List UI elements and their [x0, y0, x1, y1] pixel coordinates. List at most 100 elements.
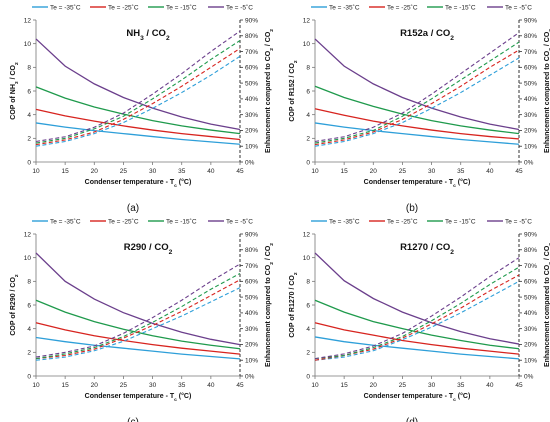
y2-axis-label: Enhancement compared to CO2 / CO2 [265, 243, 275, 367]
legend-label: Te = -25˚C [387, 218, 418, 226]
chart-title-part: 3 [140, 35, 144, 42]
chart-panel: 10 15 20 25 30 35 40 45 0 2 4 6 8 10 12 0% 10% 20% 30% 40% 5… [10, 218, 275, 422]
y-tick-label: 12 [303, 17, 311, 24]
x-tick-label: 35 [457, 382, 465, 389]
y2-tick-label: 50% [245, 294, 258, 301]
cop-series-line [314, 108, 520, 140]
x-axis-label: Condenser temperature - Tc (°C) [85, 178, 192, 189]
cop-series-line [35, 252, 241, 346]
y2-tick-label: 70% [245, 263, 258, 270]
y2-tick-label: 0% [245, 373, 255, 380]
y-axis-label-part: 2 [293, 272, 299, 275]
cop-series-line [35, 108, 241, 141]
y2-axis-label-part: 2 [548, 29, 550, 32]
y-tick-label: 2 [27, 350, 31, 357]
legend-label: Te = -25˚C [108, 218, 139, 226]
x-tick-label: 35 [178, 168, 186, 175]
enhancement-series-line [35, 272, 241, 360]
y2-axis-label-part: 2 [269, 48, 275, 51]
y-axis-label-part: 2 [293, 60, 299, 63]
y-tick-label: 10 [24, 255, 32, 262]
legend-label: Te = -5˚C [505, 4, 532, 12]
y2-axis-label-part: Enhancement compared to CO [544, 50, 550, 153]
cop-series-line [314, 336, 520, 360]
y2-tick-label: 0% [245, 159, 255, 166]
chart-panel: 10 15 20 25 30 35 40 45 0 2 4 6 8 10 12 0% 10% 20% 30% 40% 5… [10, 4, 275, 215]
chart-title-part: NH [126, 28, 140, 39]
y2-tick-label: 70% [524, 263, 537, 270]
y-axis-label-part: 2 [14, 62, 20, 65]
x-axis-label: Condenser temperature - Tc (°C) [364, 392, 471, 403]
y2-tick-label: 40% [245, 310, 258, 317]
cop-series-line [35, 299, 241, 350]
y-tick-label: 8 [27, 279, 31, 286]
x-tick-label: 30 [149, 168, 157, 175]
y2-tick-label: 20% [245, 342, 258, 349]
y2-tick-label: 90% [245, 17, 258, 24]
y2-tick-label: 70% [245, 49, 258, 56]
panel-label: (b) [406, 203, 418, 214]
y-tick-label: 6 [27, 88, 31, 95]
y2-tick-label: 70% [524, 49, 537, 56]
y-tick-label: 0 [27, 373, 31, 380]
chart-title: R290 / CO2 [124, 242, 173, 256]
y2-tick-label: 0% [524, 373, 534, 380]
legend-label: Te = -35˚C [50, 218, 81, 226]
panel-label: (d) [406, 417, 418, 422]
y-tick-label: 2 [306, 350, 310, 357]
cop-series-line [35, 86, 241, 135]
y2-axis-label: Enhancement compared to CO2 / CO2 [544, 243, 550, 367]
y2-axis-label-part: 2 [548, 262, 550, 265]
y2-axis-label-part: / CO [544, 31, 550, 48]
y-tick-label: 4 [27, 326, 31, 333]
legend-label: Te = -25˚C [108, 4, 139, 12]
y2-tick-label: 90% [524, 231, 537, 238]
cop-series-line [35, 336, 241, 360]
y2-tick-label: 20% [524, 342, 537, 349]
x-tick-label: 30 [149, 382, 157, 389]
y2-axis-label-part: Enhancement compared to CO [544, 264, 550, 367]
y2-axis-label-part: 2 [269, 29, 275, 32]
enhancement-series-line [314, 32, 520, 143]
enhancement-series-line [35, 47, 241, 146]
x-axis-label-part: Condenser temperature - T [364, 393, 454, 400]
x-tick-label: 45 [236, 168, 244, 175]
cop-series-line [314, 322, 520, 355]
x-tick-label: 15 [341, 168, 349, 175]
x-axis-label-part: c [453, 398, 456, 403]
enhancement-series-line [314, 266, 520, 360]
chart-title: NH3 / CO2 [126, 28, 170, 42]
cop-series-line [314, 252, 520, 345]
y-tick-label: 4 [306, 112, 310, 119]
y2-tick-label: 30% [524, 112, 537, 119]
x-tick-label: 15 [62, 382, 70, 389]
y2-axis-label-part: 2 [269, 262, 275, 265]
x-tick-label: 20 [370, 382, 378, 389]
y2-tick-label: 60% [524, 65, 537, 72]
enhancement-series-line [35, 263, 241, 358]
y-tick-label: 2 [306, 136, 310, 143]
y-tick-label: 10 [303, 41, 311, 48]
x-axis-label-part: (°C) [177, 392, 191, 400]
x-tick-label: 25 [399, 168, 407, 175]
panel-label: (c) [127, 417, 139, 422]
y2-tick-label: 30% [524, 326, 537, 333]
y2-axis-label-part: Enhancement compared to CO [265, 50, 272, 153]
legend-label: Te = -15˚C [166, 218, 197, 226]
x-tick-label: 30 [428, 168, 436, 175]
y-tick-label: 12 [303, 231, 311, 238]
x-tick-label: 25 [120, 382, 128, 389]
chart-title-part: 2 [166, 35, 170, 42]
x-tick-label: 10 [32, 382, 40, 389]
x-tick-label: 15 [62, 168, 70, 175]
x-tick-label: 10 [311, 382, 319, 389]
x-tick-label: 15 [341, 382, 349, 389]
y2-axis-label: Enhancement compared to CO2 / CO2 [544, 29, 550, 153]
x-tick-label: 10 [311, 168, 319, 175]
enhancement-series-line [314, 49, 520, 146]
chart-title-part: 2 [450, 249, 454, 256]
y-axis-label: COP of R1270 / CO2 [289, 272, 299, 338]
legend-label: Te = -5˚C [226, 218, 253, 226]
legend-label: Te = -5˚C [226, 4, 253, 12]
